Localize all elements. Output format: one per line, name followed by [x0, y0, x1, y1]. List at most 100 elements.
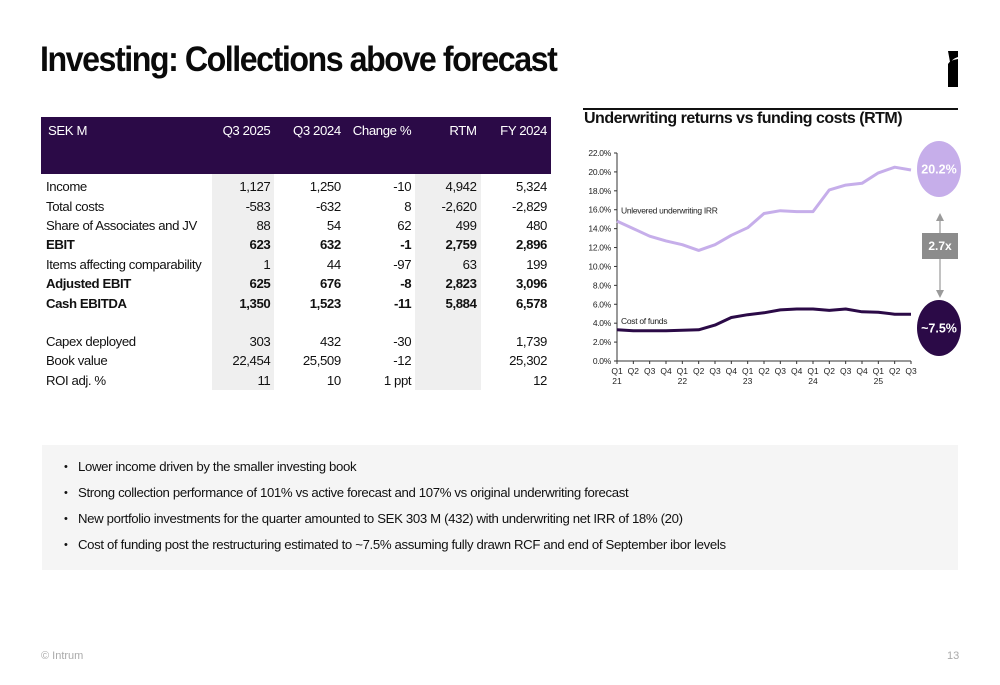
irr-series-label: Unlevered underwriting IRR: [621, 206, 718, 216]
table-cell: 1,523: [309, 295, 341, 311]
bullet-item: Strong collection performance of 101% vs…: [64, 480, 958, 506]
table-cell: 63: [415, 254, 481, 274]
x-tick-label: Q2: [693, 366, 705, 376]
header-fy-2024: FY 2024: [480, 117, 551, 174]
table-cell: 6,578: [515, 295, 547, 311]
table-cell: 2,896: [515, 237, 547, 253]
x-tick-label: Q4: [660, 366, 672, 376]
chart-title-rule: [583, 108, 958, 110]
table-cell: 88: [212, 215, 275, 236]
table-cell: 676: [319, 276, 341, 292]
x-tick-year-label: 22: [678, 376, 688, 386]
row-label: Book value: [46, 353, 108, 369]
slide-title: Investing: Collections above forecast: [40, 40, 558, 79]
y-tick-label: 16.0%: [588, 205, 611, 215]
x-tick-label: Q3: [709, 366, 721, 376]
table-row: Capex deployed 303 432 -30 1,739: [41, 331, 551, 352]
table-cell: 632: [319, 237, 341, 253]
irr-value-bubble: [917, 141, 961, 197]
table-cell: 5,884: [415, 293, 481, 313]
table-cell: 44: [326, 256, 341, 272]
table-cell: 623: [212, 235, 275, 255]
x-tick-label: Q4: [791, 366, 803, 376]
x-tick-label: Q2: [628, 366, 640, 376]
table-cell: 480: [526, 217, 547, 233]
table-cell: 4,942: [415, 174, 481, 197]
y-tick-label: 2.0%: [593, 337, 612, 347]
table-row: Share of Associates and JV 88 54 62 499 480: [41, 215, 551, 236]
row-label: Total costs: [46, 198, 104, 214]
x-tick-label: Q2: [889, 366, 901, 376]
table-row: Cash EBITDA 1,350 1,523 -11 5,884 6,578: [41, 293, 551, 313]
table-cell: 22,454: [212, 351, 275, 371]
table-cell: 10: [326, 372, 341, 388]
table-cell: [415, 331, 481, 352]
table-spacer-row: [41, 312, 551, 332]
x-tick-label: Q3: [840, 366, 852, 376]
y-tick-label: 20.0%: [588, 167, 611, 177]
table-cell: -2,620: [415, 196, 481, 216]
y-tick-label: 10.0%: [588, 261, 611, 271]
table-cell: 1,127: [212, 174, 275, 197]
table-cell: -8: [400, 276, 412, 292]
table-cell: -1: [400, 237, 412, 253]
x-tick-label: Q1: [611, 366, 623, 376]
table-cell: 2,823: [415, 273, 481, 294]
page-number: 13: [947, 650, 960, 662]
table-cell: 54: [326, 217, 341, 233]
table-header-row: SEK M Q3 2025 Q3 2024 Change % RTM FY 20…: [41, 117, 551, 174]
table-cell: 11: [212, 370, 275, 390]
row-label: Capex deployed: [46, 333, 136, 349]
row-label: Items affecting comparability: [46, 256, 202, 272]
table-row: Total costs -583 -632 8 -2,620 -2,829: [41, 196, 551, 216]
table-cell: 2,759: [415, 235, 481, 255]
x-tick-label: Q3: [644, 366, 656, 376]
x-tick-label: Q1: [742, 366, 754, 376]
arrow-down-icon: [936, 290, 944, 298]
x-tick-label: Q1: [873, 366, 885, 376]
footer-copyright: © Intrum: [41, 650, 84, 662]
chart-title: Underwriting returns vs funding costs (R…: [584, 110, 903, 127]
cost-of-funds-series-line: [616, 307, 911, 333]
row-label: EBIT: [46, 237, 75, 253]
bullet-item: New portfolio investments for the quarte…: [64, 506, 958, 532]
table-cell: 303: [212, 331, 275, 352]
table-cell: -2,829: [512, 198, 547, 214]
table-cell: -30: [393, 333, 412, 349]
header-q3-2024: Q3 2024: [274, 117, 345, 174]
x-tick-label: Q2: [758, 366, 770, 376]
irr-value-label: 20.2%: [921, 163, 956, 177]
y-tick-label: 22.0%: [588, 148, 611, 158]
header-sek-m: SEK M: [41, 117, 212, 174]
table-cell: -10: [393, 179, 412, 195]
x-tick-label: Q4: [726, 366, 738, 376]
table-cell: -632: [315, 198, 341, 214]
financial-table: SEK M Q3 2025 Q3 2024 Change % RTM FY 20…: [41, 117, 551, 390]
x-tick-year-label: 21: [612, 376, 622, 386]
table-cell: 1 ppt: [383, 372, 412, 388]
table-row: Book value 22,454 25,509 -12 25,302: [41, 351, 551, 371]
x-tick-label: Q3: [775, 366, 787, 376]
header-q3-2025: Q3 2025: [212, 117, 275, 174]
y-tick-label: 18.0%: [588, 186, 611, 196]
key-points-box: Lower income driven by the smaller inves…: [42, 445, 958, 570]
x-tick-label: Q1: [807, 366, 819, 376]
table-cell: -97: [393, 256, 412, 272]
financial-table-container: SEK M Q3 2025 Q3 2024 Change % RTM FY 20…: [41, 117, 551, 390]
table-row: Income 1,127 1,250 -10 4,942 5,324: [41, 174, 551, 197]
table-cell: 12: [533, 372, 547, 388]
y-tick-label: 12.0%: [588, 243, 611, 253]
x-tick-label: Q3: [905, 366, 917, 376]
row-label: Adjusted EBIT: [46, 276, 131, 292]
table-cell: [415, 370, 481, 390]
table-cell: 499: [415, 215, 481, 236]
spacer-cell: [212, 312, 275, 332]
cost-value-bubble: [917, 300, 961, 356]
table-cell: 25,302: [509, 353, 547, 369]
table-row: EBIT 623 632 -1 2,759 2,896: [41, 235, 551, 255]
bullet-item: Lower income driven by the smaller inves…: [64, 454, 958, 480]
x-tick-year-label: 23: [743, 376, 753, 386]
table-cell: 432: [319, 333, 341, 349]
row-label: Share of Associates and JV: [46, 217, 197, 233]
